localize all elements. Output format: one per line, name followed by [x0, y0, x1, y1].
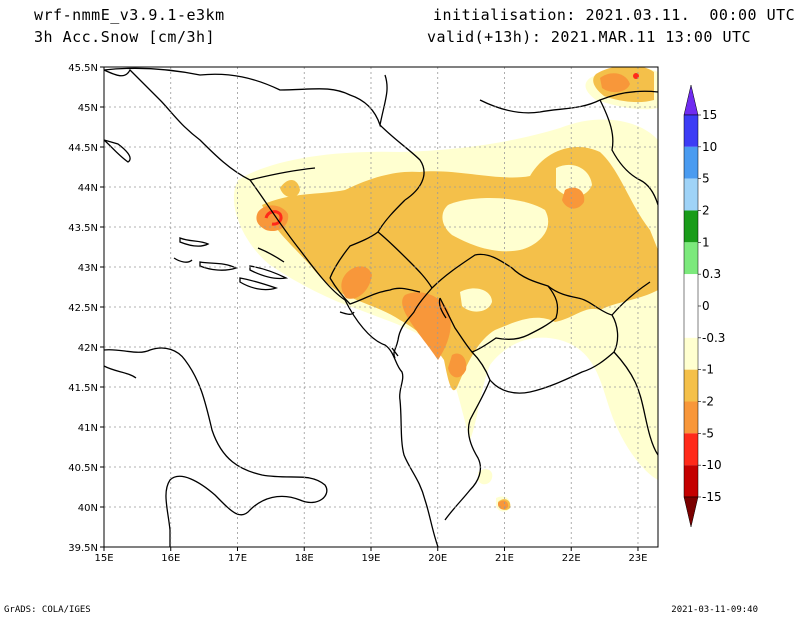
colorbar-label: -0.3	[702, 331, 725, 345]
y-tick-label: 43N	[78, 263, 98, 274]
y-tick-label: 42.5N	[68, 303, 98, 314]
colorbar-segment	[684, 242, 698, 275]
snow-area-moderate	[262, 146, 658, 391]
coastlines-and-borders	[104, 67, 658, 547]
y-tick-label: 44N	[78, 183, 98, 194]
x-tick-label: 23E	[628, 553, 647, 564]
colorbar-arrow-top	[683, 84, 699, 116]
snow-area-heavy	[256, 205, 289, 232]
x-tick-label: 16E	[161, 553, 180, 564]
x-tick-label: 18E	[295, 553, 314, 564]
colorbar-segment	[684, 146, 698, 179]
colorbar-segment	[684, 401, 698, 434]
y-tick-label: 40.5N	[68, 463, 98, 474]
y-tick-label: 41.5N	[68, 383, 98, 394]
initialisation-time: initialisation: 2021.03.11. 00:00 UTC	[433, 6, 796, 24]
y-tick-label: 44.5N	[68, 143, 98, 154]
colorbar-segment	[684, 337, 698, 370]
snow-area-intense	[264, 210, 283, 226]
footer-timestamp: 2021-03-11-09:40	[671, 605, 758, 615]
y-tick-label: 41N	[78, 423, 98, 434]
colorbar-segment	[684, 433, 698, 466]
y-tick-label: 40N	[78, 503, 98, 514]
colorbar-label: 1	[702, 235, 710, 249]
parameter-title: 3h Acc.Snow [cm/3h]	[34, 28, 216, 46]
colorbar-segment	[684, 465, 698, 497]
y-tick-label: 42N	[78, 343, 98, 354]
x-tick-label: 21E	[495, 553, 514, 564]
y-tick-label: 45.5N	[68, 63, 98, 74]
colorbar-segment	[684, 306, 698, 338]
map-axes: 15E 16E 17E 18E 19E 20E 21E 22E 23E 45.5N 45N 44.5N…	[68, 63, 647, 564]
valid-time: valid(+13h): 2021.MAR.11 13:00 UTC	[427, 28, 752, 46]
colorbar-label: 0.3	[702, 267, 721, 281]
colorbar-segment	[684, 369, 698, 402]
colorbar-label: 10	[702, 140, 717, 154]
model-title: wrf-nmmE_v3.9.1-e3km	[34, 6, 225, 24]
y-tick-label: 39.5N	[68, 543, 98, 554]
colorbar-segment	[684, 274, 698, 306]
y-tick-label: 45N	[78, 103, 98, 114]
x-tick-label: 15E	[94, 553, 113, 564]
colorbar-segment	[684, 115, 698, 147]
colorbar-segment	[684, 178, 698, 211]
colorbar-label: -10	[702, 458, 722, 472]
colorbar-label: 15	[702, 108, 717, 122]
colorbar-label: 0	[702, 299, 710, 313]
x-tick-label: 19E	[361, 553, 380, 564]
colorbar-label: -15	[702, 490, 722, 504]
colorbar-label: 2	[702, 204, 710, 218]
colorbar-segment	[684, 210, 698, 243]
colorbar-label: -2	[702, 395, 714, 409]
x-tick-label: 20E	[428, 553, 447, 564]
footer-credit: GrADS: COLA/IGES	[4, 605, 91, 615]
colorbar-label: -1	[702, 363, 714, 377]
x-tick-label: 17E	[228, 553, 247, 564]
map-grid	[104, 67, 658, 547]
y-tick-label: 43.5N	[68, 223, 98, 234]
colorbar-arrow-bottom	[683, 496, 699, 528]
colorbar-label: -5	[702, 426, 714, 440]
colorbar-label: 5	[702, 172, 710, 186]
snow-field	[233, 67, 658, 512]
colorbar: 15 10 5 2 1 0.3 0 -0.3 -1 -2 -5 -10 -15	[683, 84, 725, 528]
x-tick-label: 22E	[562, 553, 581, 564]
